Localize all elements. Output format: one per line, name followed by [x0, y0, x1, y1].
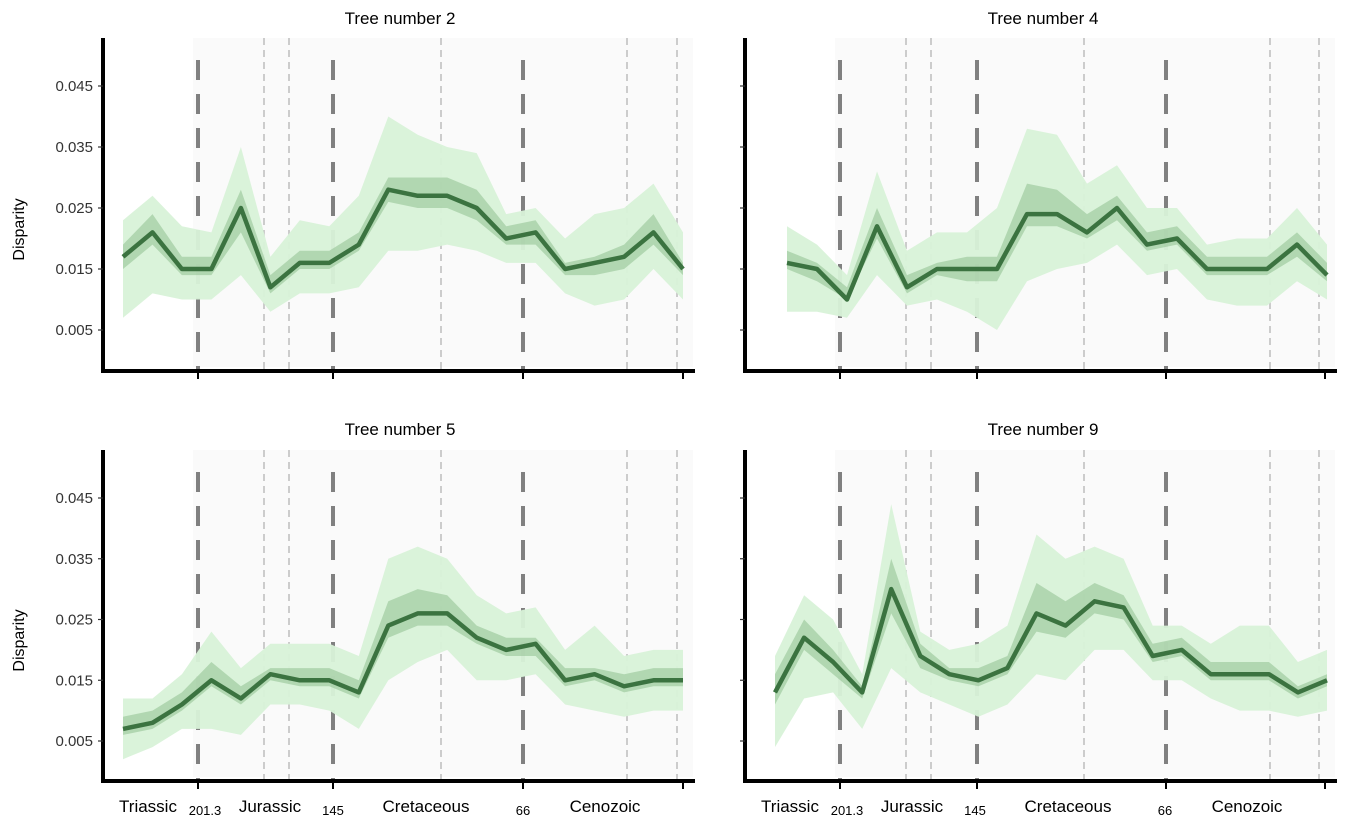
median-disparity-line — [121, 187, 685, 290]
x-tick-label: 145 — [964, 803, 986, 817]
y-tick-label: 0.035 — [55, 551, 93, 568]
panel-2: Tree number 4 — [740, 9, 1337, 379]
inner-quantile-band — [787, 183, 1327, 300]
y-tick-label: 0.015 — [55, 672, 93, 689]
x-tick-label: Cretaceous — [1025, 797, 1112, 816]
x-tick-label: 145 — [322, 803, 344, 817]
x-tick-label: 66 — [516, 803, 530, 817]
x-tick-label: Jurassic — [881, 797, 944, 816]
panel-title: Tree number 4 — [988, 9, 1099, 28]
panel-1: 0.005 0.015 0.025 0.035 0.045 Tree number 2 Di… — [11, 9, 695, 379]
x-tick-label: Cretaceous — [383, 797, 470, 816]
outer-quantile-band — [123, 546, 683, 760]
y-axis-label: Disparity — [11, 609, 28, 671]
panel-title: Tree number 2 — [345, 9, 456, 28]
median-disparity-line — [122, 611, 683, 732]
median-disparity-line — [773, 586, 1328, 695]
y-axis-label: Disparity — [11, 198, 28, 260]
y-tick-label: 0.045 — [55, 490, 93, 507]
inner-quantile-band — [775, 558, 1327, 705]
x-tick-label: 201.3 — [189, 803, 222, 817]
y-tick-label: 0.015 — [55, 261, 93, 278]
y-tick-label: 0.005 — [55, 733, 93, 750]
y-tick-label: 0.035 — [55, 139, 93, 156]
y-tick-label: 0.025 — [55, 612, 93, 629]
x-tick-label: 66 — [1158, 803, 1172, 817]
y-tick-label: 0.045 — [55, 78, 93, 95]
x-tick-label: Jurassic — [239, 797, 302, 816]
panel-title: Tree number 5 — [345, 420, 456, 439]
x-tick-label: Triassic — [761, 797, 819, 816]
panel-3: 0.005 0.015 0.025 0.035 0.045 Tree number 5 Di… — [11, 420, 695, 817]
x-tick-label: Cenozoic — [1212, 797, 1283, 816]
x-tick-label: Cenozoic — [570, 797, 641, 816]
x-tick-label: 201.3 — [831, 803, 864, 817]
panel-title: Tree number 9 — [988, 420, 1099, 439]
y-tick-label: 0.005 — [55, 322, 93, 339]
y-tick-label: 0.025 — [55, 200, 93, 217]
panel-4: Tree number 9 Triassic 201.3 Jurassic 145 Cre… — [740, 420, 1337, 817]
x-tick-label: Triassic — [119, 797, 177, 816]
